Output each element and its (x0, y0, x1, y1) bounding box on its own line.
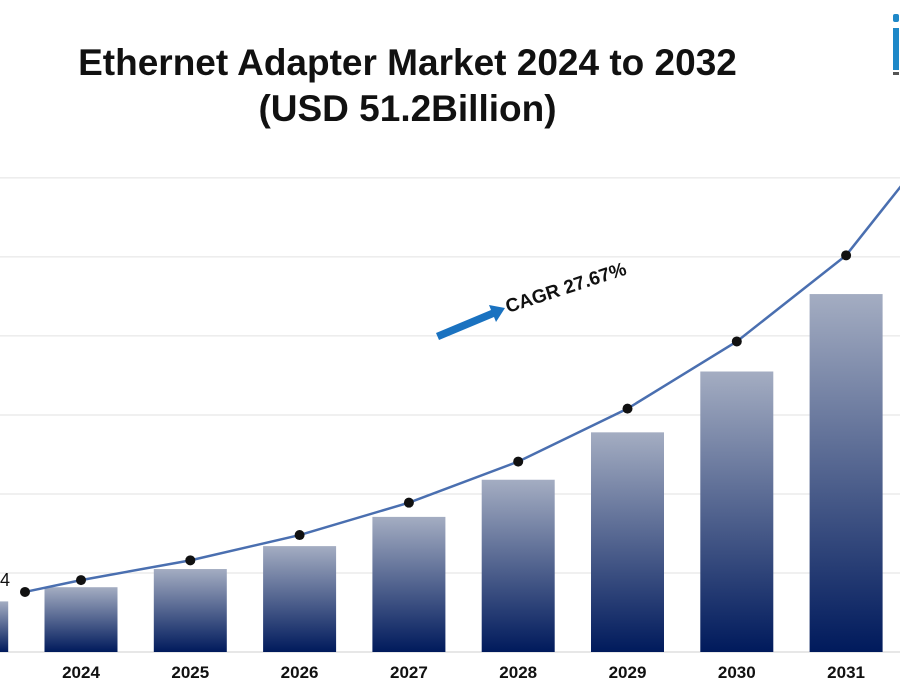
bar-2029 (591, 432, 664, 652)
bar-2030 (700, 371, 774, 652)
chart-subtitle: (USD 51.2Billion) (258, 88, 557, 129)
x-tick-2031: 2031 (827, 663, 865, 682)
x-tick-2029: 2029 (609, 663, 647, 682)
trend-point-2027 (403, 497, 414, 508)
trend-point-2030 (731, 336, 742, 347)
trend-point-start (20, 586, 30, 597)
cagr-annotation-group: CAGR 27.67% (436, 259, 629, 340)
trend-line-path (24, 185, 900, 594)
x-tick-2028: 2028 (499, 663, 537, 682)
trend-point-2025 (185, 555, 196, 566)
cagr-arrow-icon (436, 305, 505, 340)
bar-2025 (153, 569, 227, 652)
chart-title-block: Ethernet Adapter Market 2024 to 2032 (US… (0, 40, 815, 132)
x-tick-2024: 2024 (62, 663, 100, 682)
bar-2027 (372, 516, 446, 652)
bar-2031 (809, 294, 883, 652)
chart-title: Ethernet Adapter Market 2024 to 2032 (78, 42, 737, 83)
trend-point-2028 (513, 456, 524, 467)
company-logo-icon (892, 12, 900, 76)
trend-point-2029 (622, 403, 633, 414)
trend-point-2031 (841, 250, 852, 261)
x-tick-2026: 2026 (281, 663, 319, 682)
trend-point-2024 (76, 575, 86, 586)
x-tick-2030: 2030 (718, 663, 756, 682)
cagr-annotation: CAGR 27.67% (503, 259, 629, 318)
x-axis-ticks: 2024 2025 2026 2027 2028 2029 2030 2031 (62, 663, 865, 682)
x-tick-2025: 2025 (171, 663, 209, 682)
bars (0, 294, 883, 652)
bar-partial-left (0, 601, 9, 652)
bar-2026 (263, 546, 337, 652)
trend-point-2026 (294, 530, 305, 541)
trend-line: 4 (0, 185, 900, 597)
bar-2028 (481, 479, 555, 652)
x-tick-2027: 2027 (390, 663, 428, 682)
bar-2024 (44, 587, 118, 652)
edge-value-label: 4 (0, 570, 10, 590)
